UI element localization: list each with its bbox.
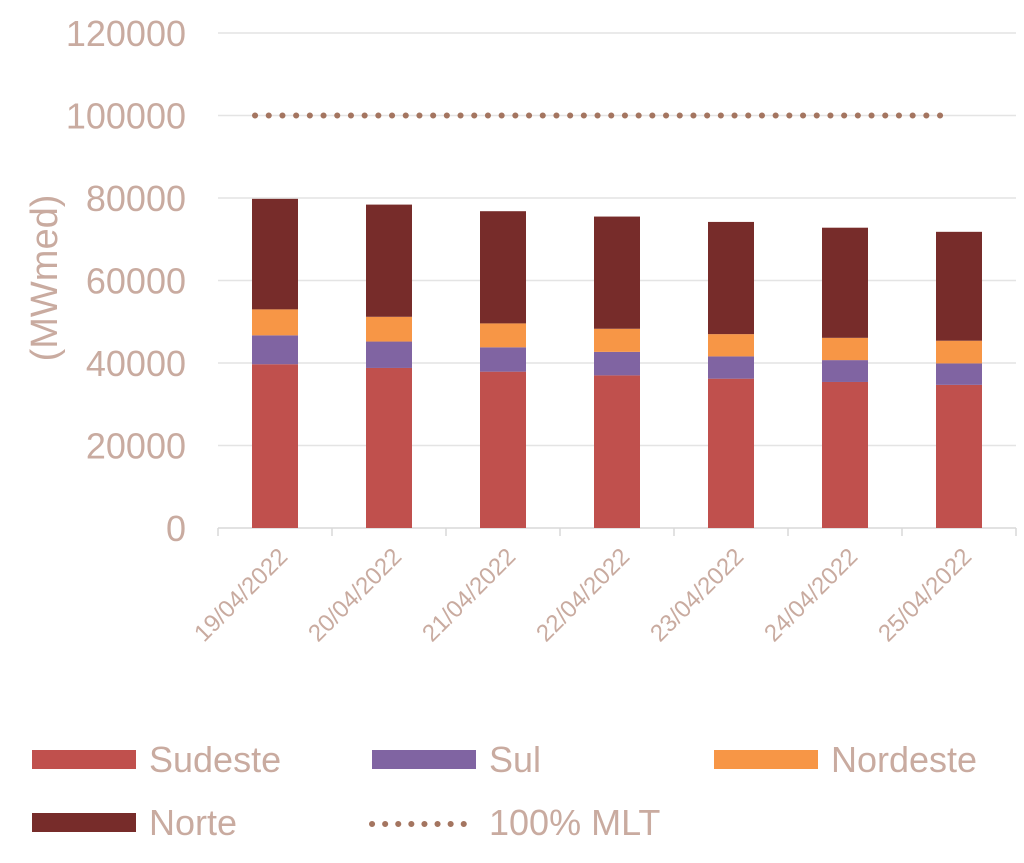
bar-nordeste-3 [480, 323, 526, 348]
bar-sul-6 [822, 360, 868, 382]
bar-sudeste-7 [936, 384, 982, 528]
y-tick-label: 40000 [86, 343, 186, 384]
y-axis-ticks: 0 20000 40000 60000 80000 100000 120000 [66, 13, 186, 549]
x-tick-label: 24/04/2022 [759, 543, 863, 647]
x-tick-label: 21/04/2022 [417, 543, 521, 647]
x-axis-ticks [217, 528, 1017, 536]
stacked-bars [252, 198, 982, 528]
x-tick-label: 20/04/2022 [303, 543, 407, 647]
legend-swatch-nordeste [714, 750, 818, 769]
bar-nordeste-6 [822, 337, 868, 361]
x-axis-labels: 19/04/2022 20/04/2022 21/04/2022 22/04/2022… [189, 543, 977, 647]
y-tick-label: 100000 [66, 96, 186, 137]
y-tick-label: 60000 [86, 261, 186, 302]
bar-sul-4 [594, 351, 640, 376]
bar-sudeste-5 [708, 378, 754, 528]
legend-swatch-sul [372, 750, 476, 769]
bar-norte-7 [936, 231, 982, 341]
bar-nordeste-7 [936, 340, 982, 364]
bar-norte-5 [708, 221, 754, 335]
bar-sudeste-6 [822, 381, 868, 528]
x-tick-label: 22/04/2022 [531, 543, 635, 647]
legend-label-sudeste: Sudeste [149, 739, 281, 780]
bar-sul-7 [936, 363, 982, 385]
legend-swatch-norte [32, 813, 136, 832]
bar-sul-5 [708, 356, 754, 379]
legend: Sudeste Sul Nordeste Norte 100% MLT [32, 739, 977, 843]
bar-norte-3 [480, 211, 526, 324]
legend-label-norte: Norte [149, 802, 237, 843]
legend-label-sul: Sul [489, 739, 541, 780]
bar-nordeste-5 [708, 334, 754, 357]
y-axis-label: (MWmed) [24, 195, 66, 362]
bar-sudeste-2 [366, 367, 412, 528]
bar-sudeste-4 [594, 375, 640, 528]
x-tick-label: 19/04/2022 [189, 543, 293, 647]
bar-norte-6 [822, 227, 868, 338]
bar-nordeste-4 [594, 328, 640, 352]
legend-swatch-sudeste [32, 750, 136, 769]
bar-norte-1 [252, 198, 298, 310]
bar-sul-3 [480, 347, 526, 372]
y-tick-label: 0 [166, 508, 186, 549]
y-tick-label: 20000 [86, 426, 186, 467]
x-tick-label: 25/04/2022 [873, 543, 977, 647]
bar-sul-2 [366, 341, 412, 368]
bar-nordeste-2 [366, 316, 412, 342]
bar-norte-4 [594, 216, 640, 329]
bar-nordeste-1 [252, 309, 298, 336]
y-tick-label: 120000 [66, 13, 186, 54]
bar-sul-1 [252, 335, 298, 365]
bar-sudeste-1 [252, 364, 298, 528]
bar-sudeste-3 [480, 371, 526, 528]
legend-label-nordeste: Nordeste [831, 739, 977, 780]
legend-label-100-mlt: 100% MLT [489, 802, 660, 843]
x-tick-label: 23/04/2022 [645, 543, 749, 647]
y-tick-label: 80000 [86, 178, 186, 219]
bar-norte-2 [366, 204, 412, 317]
